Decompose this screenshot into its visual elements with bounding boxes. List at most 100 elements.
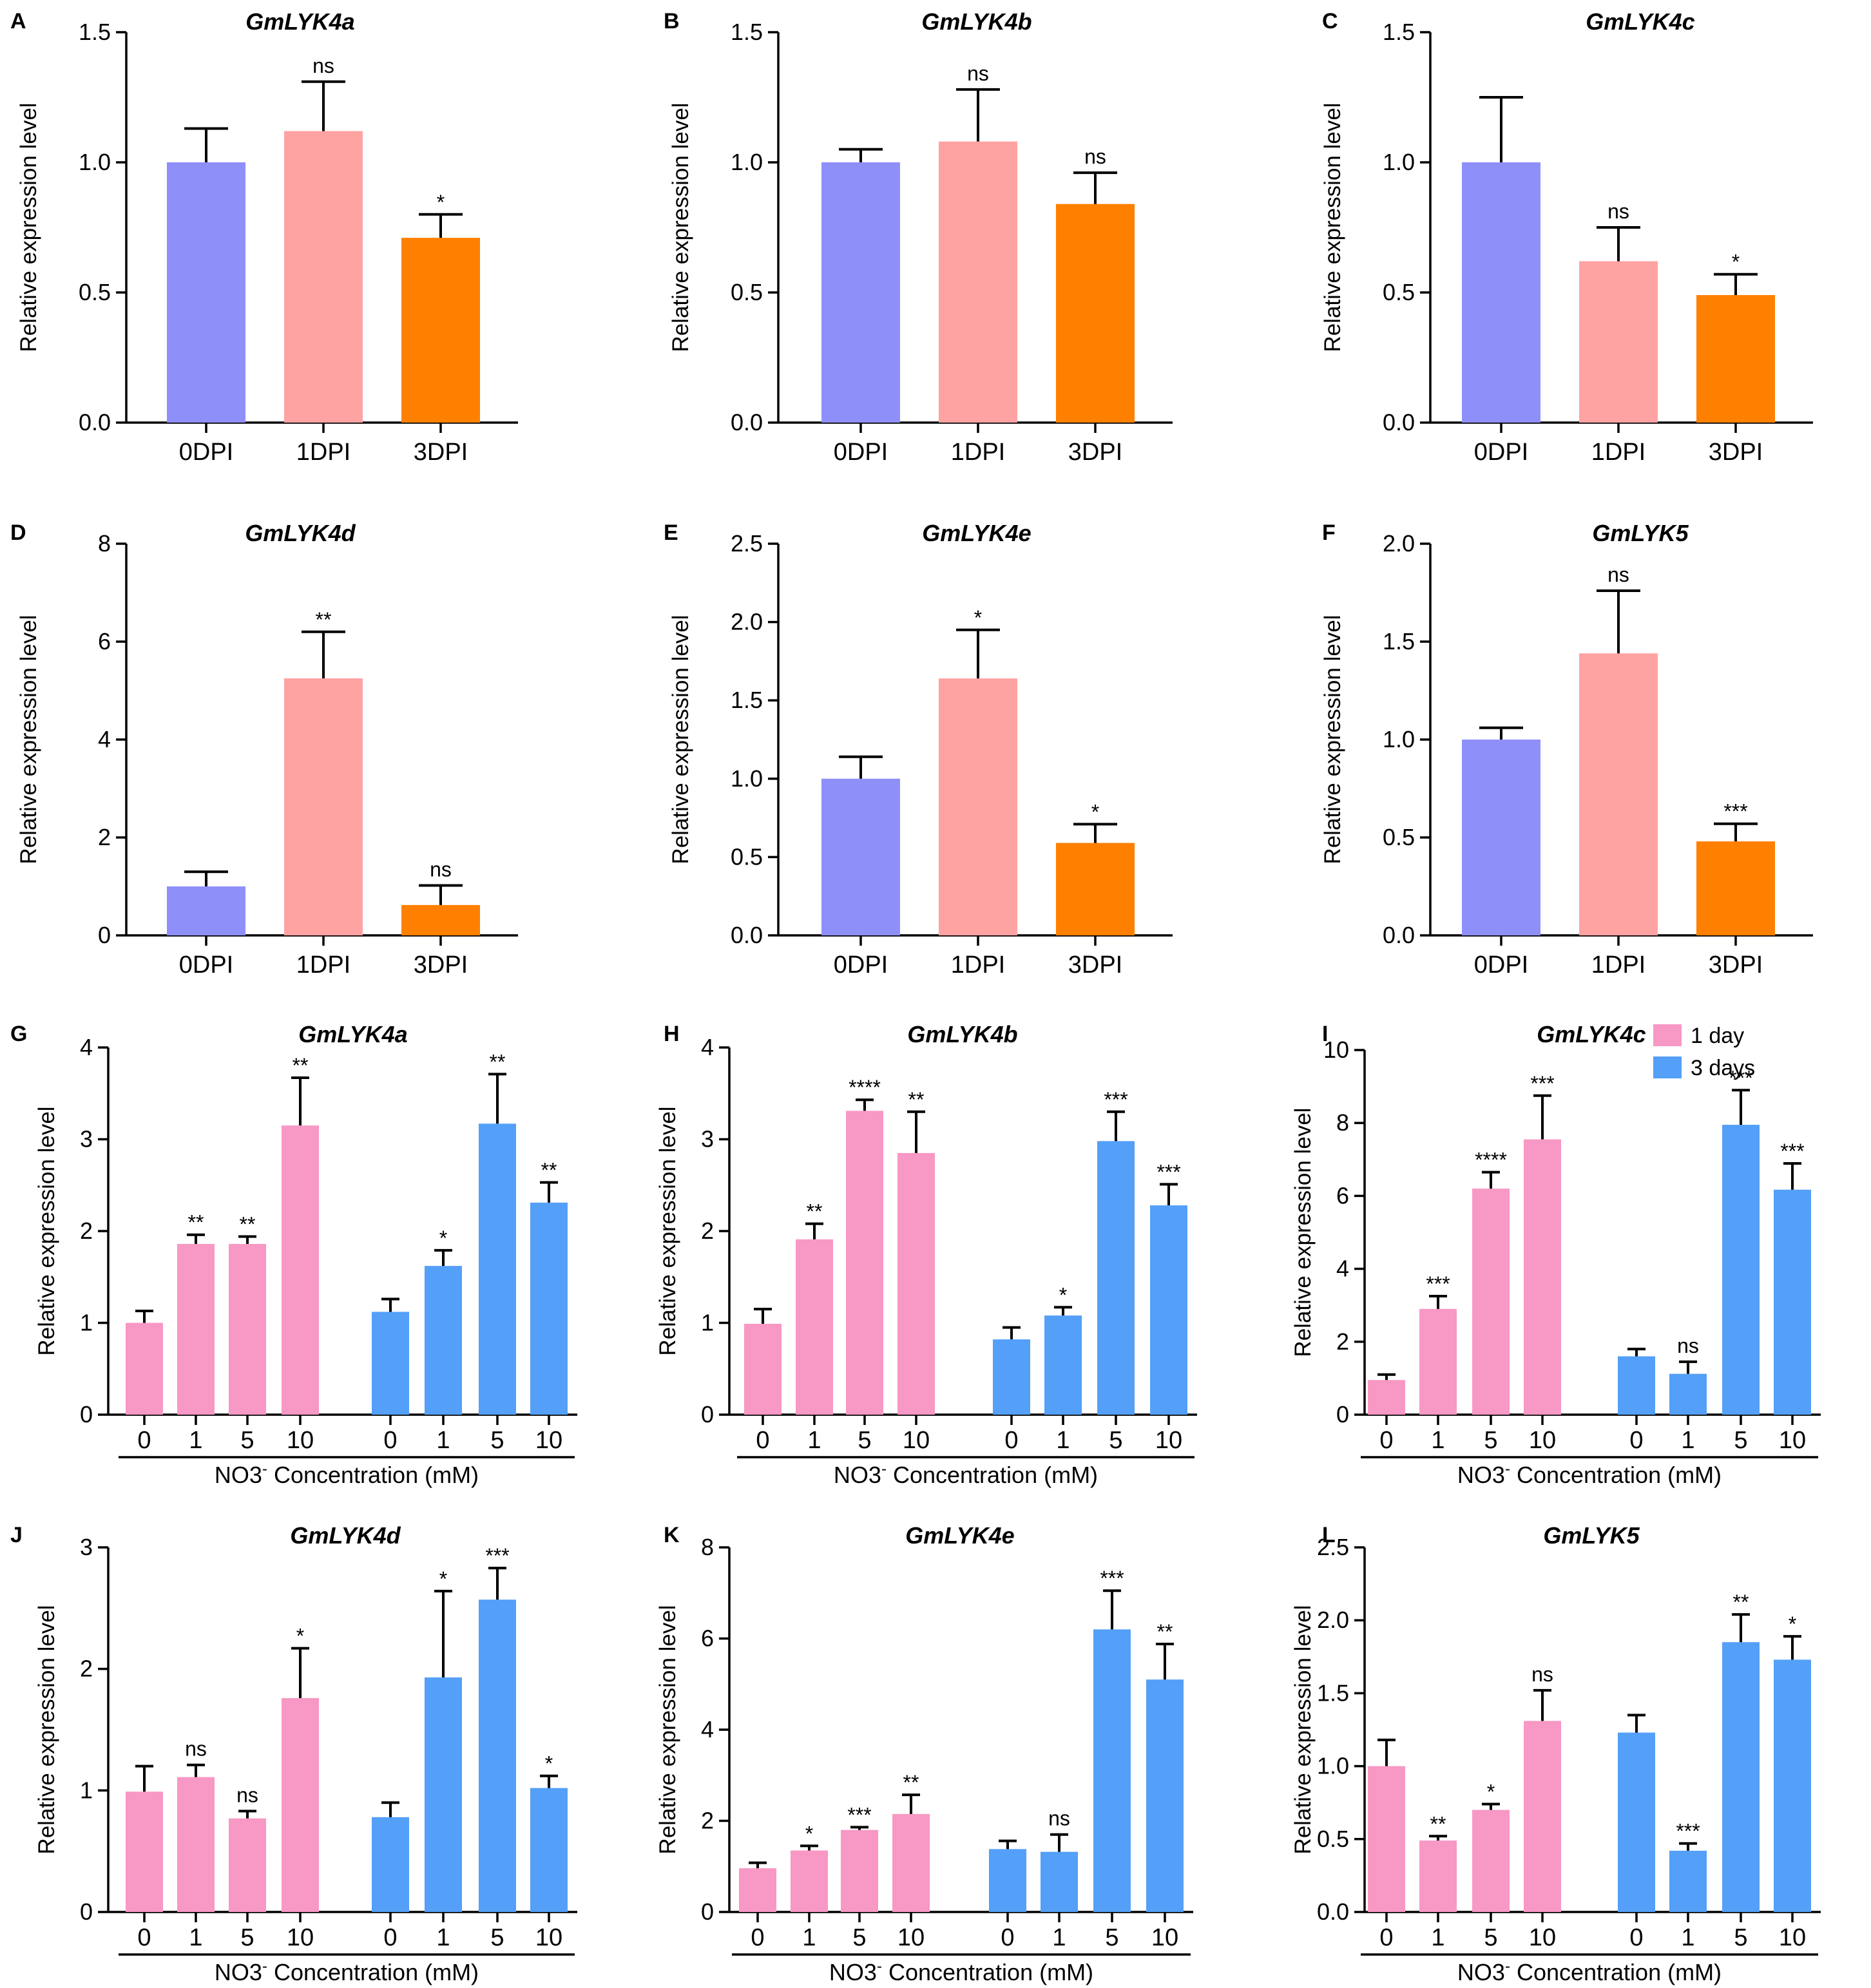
y-tick-label: 4 [80,1034,93,1060]
significance-label: *** [1780,1140,1804,1163]
y-tick-label: 4 [701,1716,714,1743]
x-tick-label: 1DPI [951,439,1005,466]
bar [284,131,363,423]
x-tick-label: 0 [1004,1427,1018,1454]
chart-panel-g: G GmLYK4a Relative expression level 0 1 2 3 4 0 *… [10,1021,577,1488]
significance-label: *** [1156,1160,1180,1183]
panel-letter: H [664,1022,680,1046]
x-tick-label: 3DPI [1068,439,1122,466]
y-tick-label: 2.5 [1317,1534,1349,1560]
x-tick-label: 5 [490,1427,504,1454]
chart-title: GmLYK4c [1586,8,1694,35]
bar [284,678,363,935]
significance-label: * [1059,1283,1067,1306]
x-tick-label: 10 [903,1427,930,1454]
y-tick-label: 1.5 [1317,1679,1349,1706]
significance-label: ** [1157,1620,1173,1643]
bar [1696,841,1775,935]
x-tick-label: 0 [1379,1924,1393,1951]
significance-label: *** [1676,1820,1700,1843]
bar [1722,1125,1760,1415]
y-axis-label: Relative expression level [668,615,693,864]
bar [1669,1850,1707,1912]
legend-swatch [1653,1024,1682,1046]
significance-label: ** [908,1088,925,1111]
x-tick-label: 1 [1431,1427,1444,1454]
x-tick-label: 1DPI [951,951,1005,979]
x-tick-label: 5 [240,1924,254,1951]
chart-title: GmLYK4b [907,1021,1017,1047]
significance-label: * [1487,1780,1495,1803]
panel-letter: I [1322,1022,1328,1046]
x-tick-label: 0 [1629,1924,1643,1951]
significance-label: ** [541,1158,557,1181]
bar [1774,1659,1811,1912]
significance-label: * [1789,1612,1796,1636]
y-tick-label: 1.0 [731,149,763,175]
significance-label: * [1732,251,1740,274]
x-tick-label: 10 [535,1427,562,1454]
y-tick-label: 1.0 [1383,726,1415,752]
bar [821,778,900,935]
chart-title: GmLYK4c [1537,1021,1646,1047]
panel-letter: A [10,9,26,33]
bar [1774,1189,1811,1415]
y-tick-label: 2 [98,824,111,850]
x-tick-label: 0DPI [179,439,233,466]
significance-label: ** [490,1050,506,1073]
significance-label: *** [1729,1066,1752,1089]
y-tick-label: 0.5 [731,279,763,305]
bar [479,1123,516,1415]
chart-panel-h: H GmLYK4b Relative expression level 0 1 2 3 4 0 *… [655,1021,1197,1488]
x-tick-label: 1 [436,1924,450,1951]
bar [282,1125,319,1415]
y-tick-label: 2.5 [731,530,763,557]
significance-label: *** [1104,1088,1127,1111]
x-axis-label: NO3- Concentration (mM) [1457,1958,1722,1985]
bar [1618,1732,1655,1912]
y-tick-label: 0.5 [1383,279,1415,305]
chart-title: GmLYK4d [290,1522,401,1549]
significance-label: * [545,1752,553,1775]
significance-label: ** [293,1054,309,1077]
panel-letter: J [10,1523,23,1547]
x-tick-label: 0DPI [834,439,888,466]
bar [897,1152,935,1415]
x-tick-label: 0DPI [1474,439,1528,466]
bar [401,904,480,935]
y-tick-label: 0.5 [79,279,111,305]
y-tick-label: 0.0 [79,409,111,435]
x-tick-label: 10 [1151,1924,1178,1951]
y-tick-label: 2 [1336,1328,1349,1355]
x-tick-label: 1DPI [296,439,350,466]
bar [177,1243,215,1415]
y-tick-label: 3 [80,1534,93,1560]
significance-label: ns [185,1737,207,1761]
bar [1524,1139,1561,1415]
significance-label: *** [1530,1072,1554,1095]
bar [1368,1380,1405,1415]
y-tick-label: 8 [98,530,111,557]
significance-label: * [974,606,982,629]
significance-label: ** [903,1771,919,1794]
x-tick-label: 1 [189,1924,202,1951]
bar [989,1849,1026,1912]
x-tick-label: 0 [1379,1427,1393,1454]
chart-panel-f: F GmLYK5 Relative expression level 0.0 0.5 1.… [1320,520,1813,979]
y-tick-label: 1.5 [731,687,763,713]
x-axis-label: NO3- Concentration (mM) [829,1958,1093,1985]
legend: 1 day 3 days [1653,1024,1755,1080]
significance-label: ns [236,1783,258,1806]
y-tick-label: 8 [701,1534,714,1560]
y-tick-label: 0.0 [731,409,763,435]
bar [1056,843,1135,935]
bar [1579,653,1658,935]
panel-letter: K [664,1523,680,1547]
y-tick-label: 4 [1336,1256,1349,1282]
significance-label: ** [316,608,332,631]
x-tick-label: 5 [1484,1924,1497,1951]
x-tick-label: 10 [897,1924,925,1951]
x-tick-label: 0 [751,1924,764,1951]
x-tick-label: 0 [756,1427,769,1454]
significance-label: * [437,191,445,214]
